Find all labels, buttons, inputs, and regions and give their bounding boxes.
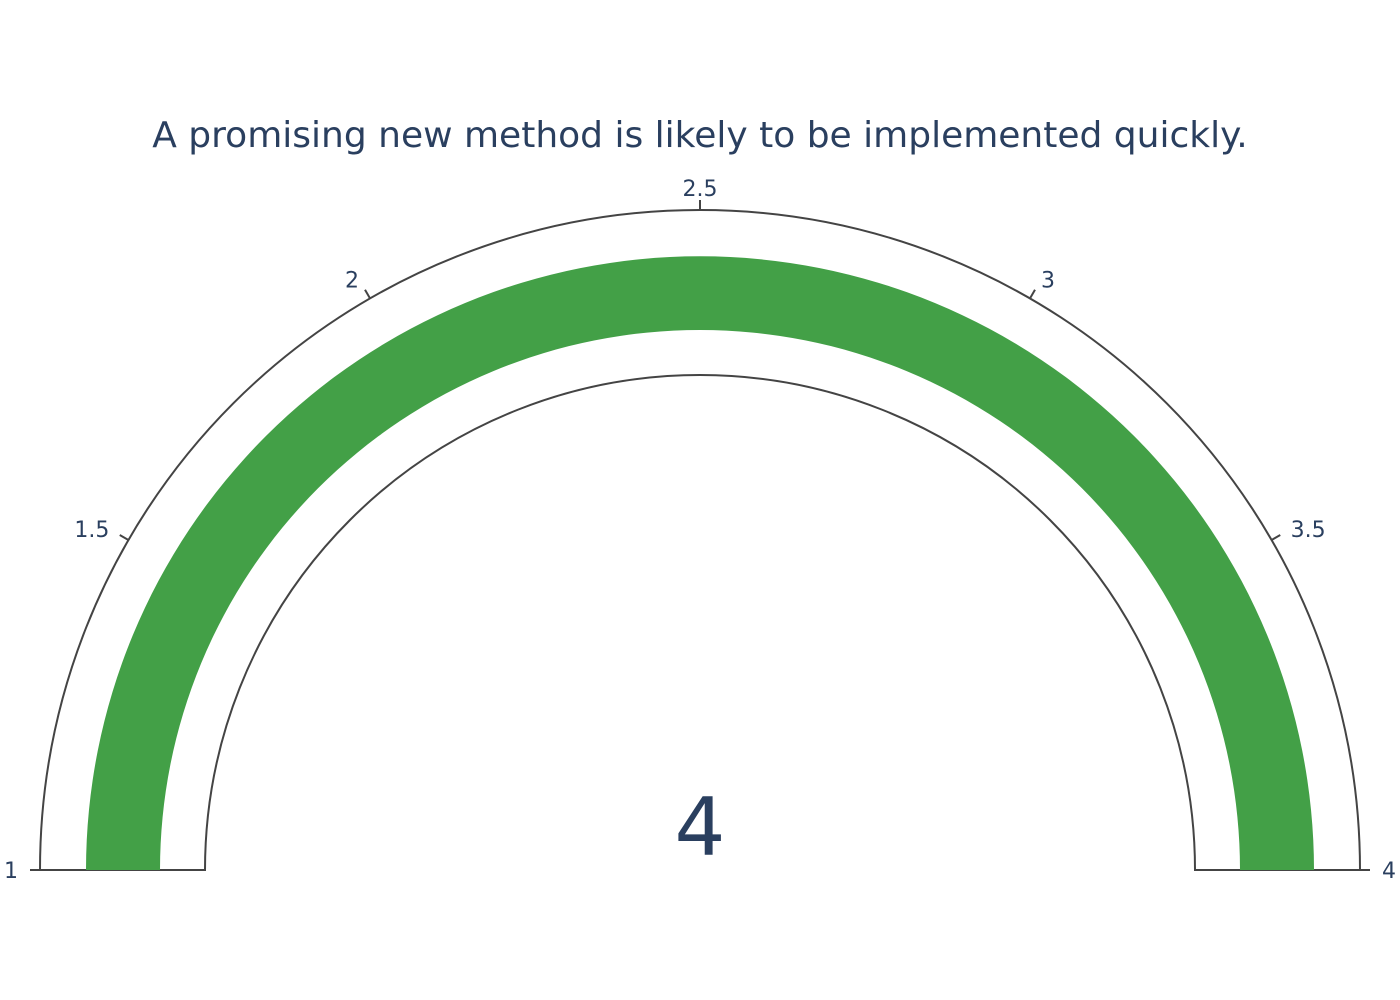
tick-mark: [364, 289, 371, 299]
gauge-outline: [38, 209, 1362, 871]
tick-mark: [1271, 534, 1281, 541]
tick-label: 2.5: [683, 177, 718, 202]
tick-mark: [1029, 289, 1036, 299]
tick-label: 3: [1041, 268, 1055, 293]
tick-label: 1: [4, 859, 18, 884]
chart-title: A promising new method is likely to be i…: [152, 115, 1248, 156]
tick-label: 4: [1382, 859, 1396, 884]
tick-label: 3.5: [1291, 518, 1326, 543]
tick-mark: [119, 534, 129, 541]
gauge-ticks: 1 1.5 2 2.5 3 3.5 4: [4, 177, 1396, 884]
tick-label: 1.5: [74, 518, 109, 543]
gauge-value-label: 4: [675, 781, 726, 874]
tick-label: 2: [345, 268, 359, 293]
gauge-value-bar: [86, 256, 1314, 870]
